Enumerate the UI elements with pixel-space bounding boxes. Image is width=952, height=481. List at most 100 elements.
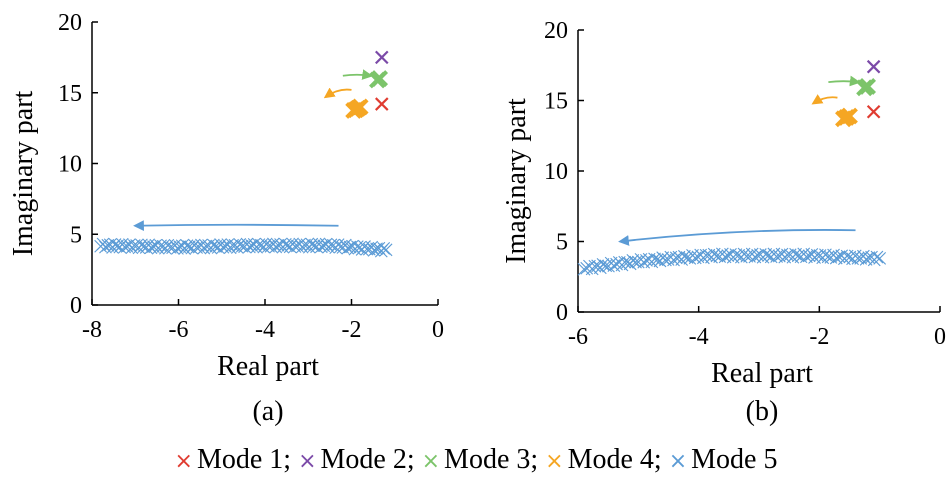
x-axis-title: Real part xyxy=(217,351,319,382)
trend-arrow-mode5 xyxy=(133,220,339,231)
data-point-mode3-1-stroke-b xyxy=(856,79,873,97)
series-mode1 xyxy=(866,105,881,119)
x-tick-label: 0 xyxy=(934,324,946,350)
legend-marker-mode-3: × xyxy=(421,449,441,474)
data-point-mode5-70-stroke-b xyxy=(683,252,697,265)
data-point-mode5-41-stroke-b xyxy=(281,239,295,252)
data-point-mode5-15-stroke-b xyxy=(832,250,846,264)
legend-marker-mode-1: × xyxy=(174,449,193,474)
data-point-mode5-52-stroke-b xyxy=(254,238,268,252)
x-tick-label: -6 xyxy=(568,324,588,350)
legend-item-mode-1: × Mode 1; xyxy=(175,444,292,476)
y-tick-label: 5 xyxy=(70,222,82,248)
data-point-mode5-0-stroke-b xyxy=(873,252,887,265)
legend-item-mode-4: × Mode 4; xyxy=(545,444,662,476)
data-point-mode5-108-stroke-b xyxy=(580,261,594,275)
data-point-mode5-100-stroke-b xyxy=(602,259,615,273)
legend-item-mode-5: × Mode 5 xyxy=(669,444,778,476)
x-axis-title: Real part xyxy=(711,358,813,389)
chart-panel-1: -8 -6 -4 -2 0 0 5 10 15 20 Real part Imaginary part… xyxy=(8,10,444,427)
data-point-mode5-89-stroke-b xyxy=(631,255,645,269)
data-point-mode5-30 xyxy=(791,249,805,263)
x-tick-label: -6 xyxy=(169,317,189,343)
series-mode5 xyxy=(577,247,887,276)
data-point-mode5-30-stroke-b xyxy=(307,239,321,253)
data-point-mode5-37-stroke-b xyxy=(772,249,786,263)
data-point-mode5-86-stroke-b xyxy=(640,254,653,267)
figure-canvas: -8 -6 -4 -2 0 0 5 10 15 20 Real part Imaginary part… xyxy=(8,10,946,427)
data-point-mode5-78-stroke-b xyxy=(661,253,675,266)
series-mode4 xyxy=(835,107,858,128)
data-point-mode5-3-stroke-b xyxy=(372,241,386,255)
data-point-mode5-109 xyxy=(577,262,591,276)
data-point-mode5-11 xyxy=(843,250,857,264)
x-tick-label: 0 xyxy=(432,317,444,343)
legend-marker-mode-5: × xyxy=(668,449,688,474)
chart-panel-2: -6 -4 -2 0 0 5 10 15 20 Real part Imaginary part (b… xyxy=(501,18,946,427)
series-mode5 xyxy=(94,237,393,258)
data-point-mode5-86 xyxy=(640,254,653,267)
data-point-mode5-48-stroke-b xyxy=(743,249,756,263)
trend-arrow-mode4 xyxy=(811,94,838,105)
data-point-mode5-109-stroke-b xyxy=(577,262,591,276)
y-tick-label: 5 xyxy=(556,230,568,256)
trend-arrow-mode4 xyxy=(323,87,352,99)
data-point-mode5-119-stroke-b xyxy=(94,239,108,253)
data-point-mode5-112-stroke-b xyxy=(111,239,124,253)
y-tick-label: 10 xyxy=(58,152,82,178)
data-point-mode3-1-stroke-b xyxy=(369,71,386,89)
data-point-mode5-104-stroke-b xyxy=(130,239,144,252)
series-mode1 xyxy=(374,97,389,111)
trend-arrow-mode3 xyxy=(342,69,374,80)
y-tick-label: 0 xyxy=(70,293,82,319)
data-point-mode5-26-stroke-b xyxy=(802,249,816,263)
legend-label-mode-5: Mode 5 xyxy=(691,444,778,475)
data-point-mode5-78 xyxy=(661,253,675,266)
y-tick-label: 10 xyxy=(544,159,568,185)
data-point-mode5-108 xyxy=(580,261,594,275)
data-point-mode5-97 xyxy=(610,257,623,271)
y-tick-label: 20 xyxy=(544,18,568,44)
series-mode2 xyxy=(374,50,389,65)
data-point-mode5-45-stroke-b xyxy=(751,248,765,262)
trend-arrow-mode3 xyxy=(828,75,861,87)
data-point-mode5-16-stroke-b xyxy=(341,241,355,255)
data-point-mode5-82-stroke-b xyxy=(183,240,196,253)
legend-label-mode-4: Mode 4; xyxy=(567,444,662,475)
data-point-mode5-45 xyxy=(751,248,765,262)
legend-label-mode-1: Mode 1; xyxy=(196,444,292,475)
data-point-mode1-0 xyxy=(374,97,389,111)
y-tick-label: 15 xyxy=(544,89,568,115)
y-tick-label: 0 xyxy=(556,300,568,326)
y-axis-title: Imaginary part xyxy=(8,90,39,256)
legend-marker-mode-4: × xyxy=(545,449,564,474)
data-point-mode5-63-stroke-b xyxy=(228,238,242,252)
legend-label-mode-2: Mode 2; xyxy=(320,444,415,475)
data-point-mode5-92 xyxy=(623,257,637,271)
x-tick-label: -4 xyxy=(255,317,275,343)
data-point-mode1-0 xyxy=(866,105,881,119)
data-point-mode5-5-stroke-b xyxy=(367,244,381,257)
data-point-mode2-0-stroke-b xyxy=(866,59,881,74)
x-tick-label: -4 xyxy=(689,324,709,350)
data-point-mode5-89 xyxy=(631,255,645,269)
data-point-mode5-71-stroke-b xyxy=(209,240,223,253)
data-point-mode2-0 xyxy=(374,50,389,65)
data-point-mode5-119 xyxy=(94,239,108,253)
data-point-mode5-0 xyxy=(873,252,887,265)
data-point-mode4-2-stroke-b xyxy=(835,110,852,128)
data-point-mode5-30-stroke-b xyxy=(791,249,805,263)
data-point-mode5-67-stroke-b xyxy=(691,250,705,264)
data-point-mode5-97-stroke-b xyxy=(610,257,623,271)
data-point-mode2-0 xyxy=(866,59,881,74)
data-point-mode5-22-stroke-b xyxy=(326,238,340,252)
legend-marker-mode-2: × xyxy=(298,449,317,474)
x-tick-label: -8 xyxy=(82,317,102,343)
series-mode3 xyxy=(856,77,877,97)
data-point-mode1-0-stroke-b xyxy=(374,97,389,111)
legend: × Mode 1; × Mode 2; × Mode 3; × Mode 4; × Mod… xyxy=(0,444,952,476)
series-mode4 xyxy=(345,98,369,119)
data-point-mode5-56-stroke-b xyxy=(721,249,735,262)
trend-arrow-mode5 xyxy=(618,229,856,246)
data-point-mode5-33-stroke-b xyxy=(300,238,314,252)
